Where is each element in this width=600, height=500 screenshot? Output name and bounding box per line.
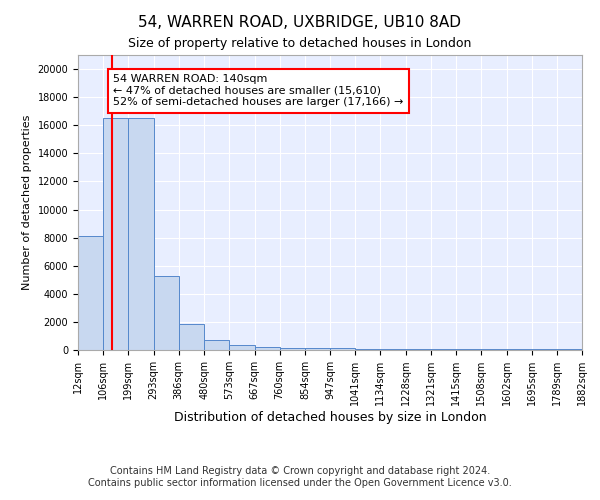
Bar xyxy=(506,349,532,350)
Bar xyxy=(280,348,305,350)
Bar xyxy=(128,118,154,350)
Bar xyxy=(229,345,254,350)
Bar xyxy=(406,349,431,350)
X-axis label: Distribution of detached houses by size in London: Distribution of detached houses by size … xyxy=(173,411,487,424)
Bar xyxy=(481,349,506,350)
Bar xyxy=(355,348,380,350)
Bar xyxy=(330,348,355,350)
Bar xyxy=(431,349,456,350)
Bar xyxy=(179,324,204,350)
Bar xyxy=(78,236,103,350)
Text: 54 WARREN ROAD: 140sqm
← 47% of detached houses are smaller (15,610)
52% of semi: 54 WARREN ROAD: 140sqm ← 47% of detached… xyxy=(113,74,404,108)
Text: Contains HM Land Registry data © Crown copyright and database right 2024.
Contai: Contains HM Land Registry data © Crown c… xyxy=(88,466,512,487)
Text: Size of property relative to detached houses in London: Size of property relative to detached ho… xyxy=(128,38,472,51)
Bar xyxy=(532,349,557,350)
Y-axis label: Number of detached properties: Number of detached properties xyxy=(22,115,32,290)
Bar xyxy=(204,340,229,350)
Text: 54, WARREN ROAD, UXBRIDGE, UB10 8AD: 54, WARREN ROAD, UXBRIDGE, UB10 8AD xyxy=(139,15,461,30)
Bar xyxy=(456,349,481,350)
Bar xyxy=(305,348,330,350)
Bar xyxy=(380,348,406,350)
Bar xyxy=(103,118,128,350)
Bar xyxy=(254,347,280,350)
Bar xyxy=(154,276,179,350)
